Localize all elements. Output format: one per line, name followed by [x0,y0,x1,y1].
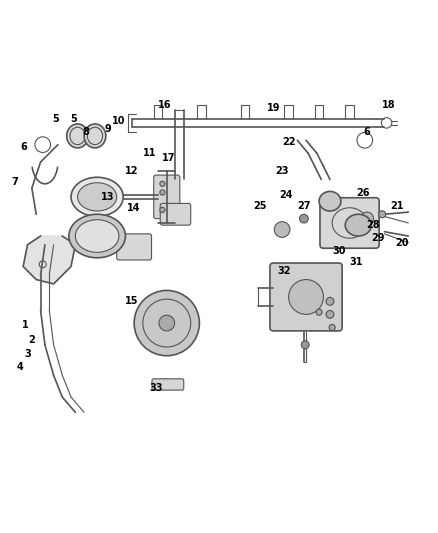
Circle shape [289,279,323,314]
Text: 10: 10 [112,116,126,126]
Text: 29: 29 [371,233,385,243]
Text: 26: 26 [356,188,369,198]
Circle shape [301,341,309,349]
Text: 6: 6 [21,142,28,152]
Text: 18: 18 [382,100,396,110]
Circle shape [160,181,165,187]
Text: 16: 16 [158,100,171,110]
Text: 22: 22 [282,138,295,148]
FancyBboxPatch shape [320,198,379,248]
Circle shape [134,290,199,356]
Circle shape [379,211,386,218]
Ellipse shape [67,124,88,148]
Circle shape [326,297,334,305]
Circle shape [159,315,175,331]
Text: 12: 12 [125,166,139,176]
Circle shape [160,190,165,195]
Text: 5: 5 [70,114,77,124]
Text: 9: 9 [105,124,111,134]
Text: 28: 28 [367,220,380,230]
Text: 5: 5 [53,114,59,124]
Text: 6: 6 [364,126,371,136]
Circle shape [316,309,322,315]
Polygon shape [23,236,75,284]
FancyBboxPatch shape [270,263,342,331]
Text: 11: 11 [143,148,156,158]
FancyBboxPatch shape [152,379,184,390]
Text: 2: 2 [28,335,35,345]
Circle shape [326,310,334,318]
Ellipse shape [319,191,341,211]
FancyBboxPatch shape [117,234,152,260]
Ellipse shape [69,214,125,258]
Ellipse shape [84,124,106,148]
Text: 3: 3 [24,349,31,359]
Text: 30: 30 [332,246,346,256]
Text: 1: 1 [22,320,29,330]
Text: 33: 33 [149,383,162,393]
Circle shape [360,212,374,225]
Text: 32: 32 [278,266,291,276]
Circle shape [160,207,165,213]
Text: 19: 19 [267,103,280,112]
Text: 25: 25 [254,200,267,211]
Text: 27: 27 [297,200,311,211]
Circle shape [300,214,308,223]
Text: 24: 24 [280,190,293,200]
Ellipse shape [75,220,119,252]
Text: 20: 20 [395,238,409,247]
Text: 4: 4 [16,361,23,372]
Text: 14: 14 [127,203,141,213]
Circle shape [329,325,335,330]
Ellipse shape [71,177,123,216]
Text: 15: 15 [125,296,139,306]
Text: 17: 17 [162,152,176,163]
FancyBboxPatch shape [154,175,180,219]
Text: 7: 7 [11,176,18,187]
Text: 31: 31 [350,257,363,267]
FancyBboxPatch shape [160,204,191,225]
Ellipse shape [78,183,117,211]
Circle shape [274,222,290,237]
Ellipse shape [345,214,371,236]
Text: 8: 8 [83,126,90,136]
Text: 21: 21 [391,200,404,211]
Text: 23: 23 [276,166,289,176]
Text: 13: 13 [101,192,115,202]
